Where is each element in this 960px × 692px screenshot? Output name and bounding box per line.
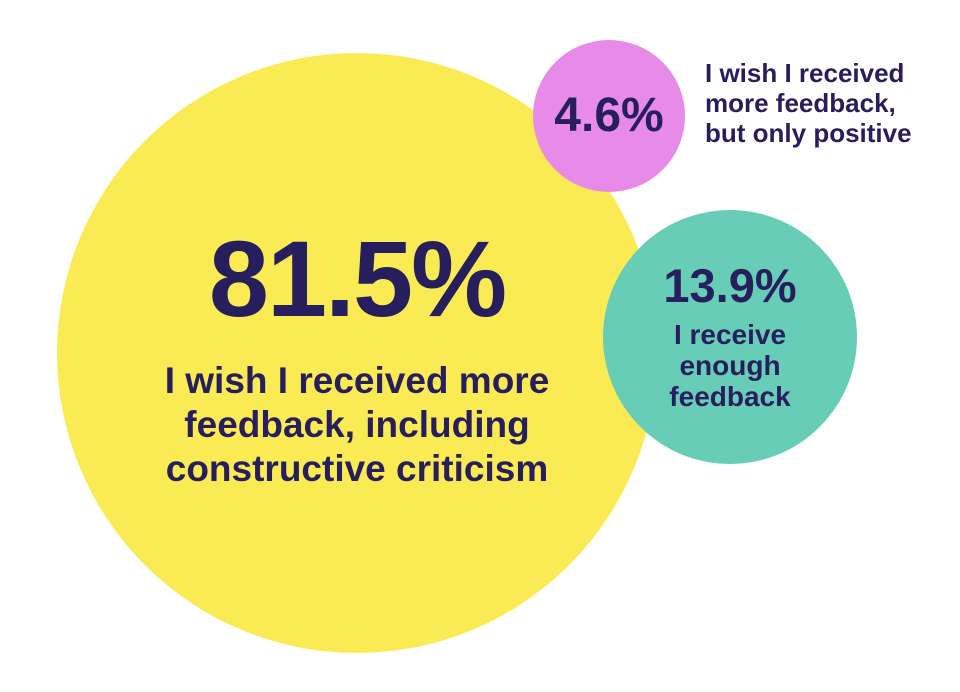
bubble-small-label: I wish I received more feedback, but onl… xyxy=(705,58,912,148)
bubble-main-label: I wish I received more feedback, includi… xyxy=(165,359,550,491)
bubble-medium-label: I receive enough feedback xyxy=(669,319,790,412)
bubble-small-label-line-3: but only positive xyxy=(705,118,912,148)
bubble-main-value: 81.5% xyxy=(208,218,507,339)
bubble-medium-value: 13.9% xyxy=(663,259,797,312)
bubble-medium-label-line-3: feedback xyxy=(669,381,791,412)
bubble-main-label-line-3: constructive criticism xyxy=(165,448,549,489)
bubble-small-label-line-2: more feedback, xyxy=(705,88,896,118)
bubble-small-value: 4.6% xyxy=(554,89,664,142)
bubble-main-label-line-1: I wish I received more xyxy=(164,360,550,401)
bubble-main-label-line-2: feedback, including xyxy=(184,404,530,445)
bubble-medium-label-line-1: I receive xyxy=(673,319,787,350)
bubble-only-positive-feedback: 4.6% xyxy=(533,40,685,192)
bubble-medium-label-line-2: enough xyxy=(679,350,781,381)
bubble-enough-feedback: 13.9% I receive enough feedback xyxy=(603,210,857,464)
bubble-small-label-line-1: I wish I received xyxy=(705,58,905,88)
